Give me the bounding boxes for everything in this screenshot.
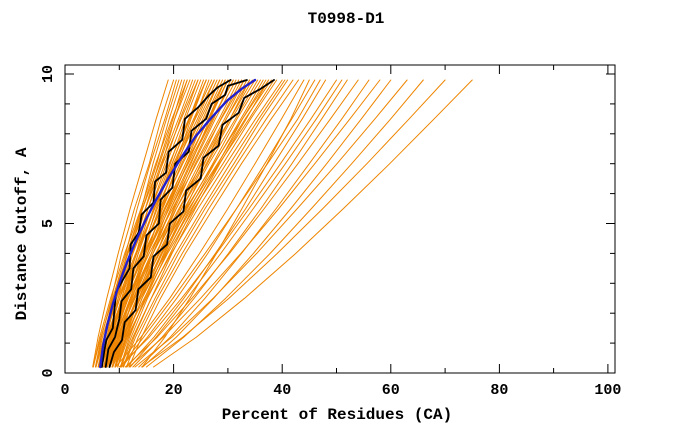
reference-curves bbox=[101, 79, 232, 368]
x-axis-label: Percent of Residues (CA) bbox=[222, 406, 452, 424]
model-curves-group bbox=[92, 79, 473, 368]
reference-curves bbox=[104, 79, 248, 368]
plot-title: T0998-D1 bbox=[308, 10, 385, 28]
reference-curves bbox=[108, 79, 275, 368]
curves-layer bbox=[92, 78, 473, 369]
model-curves bbox=[128, 79, 299, 368]
model-curves bbox=[120, 79, 286, 368]
model-curves bbox=[122, 79, 270, 368]
model-curves bbox=[153, 79, 473, 368]
tick-labels-layer: 0 20 40 60 80 100 0 5 10 bbox=[40, 65, 621, 399]
model-curves bbox=[100, 79, 180, 368]
y-tick-label: 0 bbox=[40, 368, 57, 377]
model-curves bbox=[124, 79, 359, 368]
model-curves bbox=[115, 79, 283, 368]
x-tick-label: 80 bbox=[490, 382, 508, 399]
model-curves bbox=[138, 79, 370, 368]
model-curves bbox=[98, 79, 213, 368]
highlighted-curve bbox=[99, 78, 257, 369]
model-curves bbox=[126, 79, 327, 368]
model-curves bbox=[118, 79, 337, 368]
model-curves bbox=[134, 79, 408, 368]
model-curves bbox=[115, 79, 305, 368]
model-curves bbox=[141, 79, 310, 368]
model-curves bbox=[109, 79, 275, 368]
y-tick-label: 5 bbox=[40, 219, 57, 228]
model-curves bbox=[95, 79, 191, 368]
x-tick-label: 40 bbox=[273, 382, 291, 399]
y-axis-label: Distance Cutoff, A bbox=[13, 147, 31, 320]
model-curves bbox=[112, 79, 278, 368]
model-curves bbox=[123, 79, 289, 368]
model-curves bbox=[104, 79, 270, 368]
model-curves bbox=[106, 79, 253, 368]
x-tick-label: 100 bbox=[594, 382, 621, 399]
model-curves bbox=[92, 79, 199, 368]
model-curves bbox=[109, 79, 240, 368]
model-curves bbox=[92, 79, 188, 368]
model-curves bbox=[142, 79, 392, 368]
model-curves bbox=[103, 79, 207, 368]
highlighted-curve-group bbox=[99, 78, 257, 369]
model-curves bbox=[119, 79, 321, 368]
model-curves bbox=[92, 79, 169, 368]
model-curves bbox=[125, 79, 294, 368]
y-tick-label: 10 bbox=[40, 65, 57, 83]
plot-border bbox=[64, 64, 616, 374]
model-curves bbox=[100, 79, 245, 368]
model-curves bbox=[129, 79, 343, 368]
model-curves bbox=[132, 79, 348, 368]
x-tick-label: 20 bbox=[165, 382, 183, 399]
model-curves bbox=[141, 79, 446, 368]
axes-layer bbox=[64, 64, 616, 374]
x-tick-label: 0 bbox=[60, 382, 69, 399]
reference-curves-group bbox=[101, 79, 275, 368]
x-tick-label: 60 bbox=[382, 382, 400, 399]
